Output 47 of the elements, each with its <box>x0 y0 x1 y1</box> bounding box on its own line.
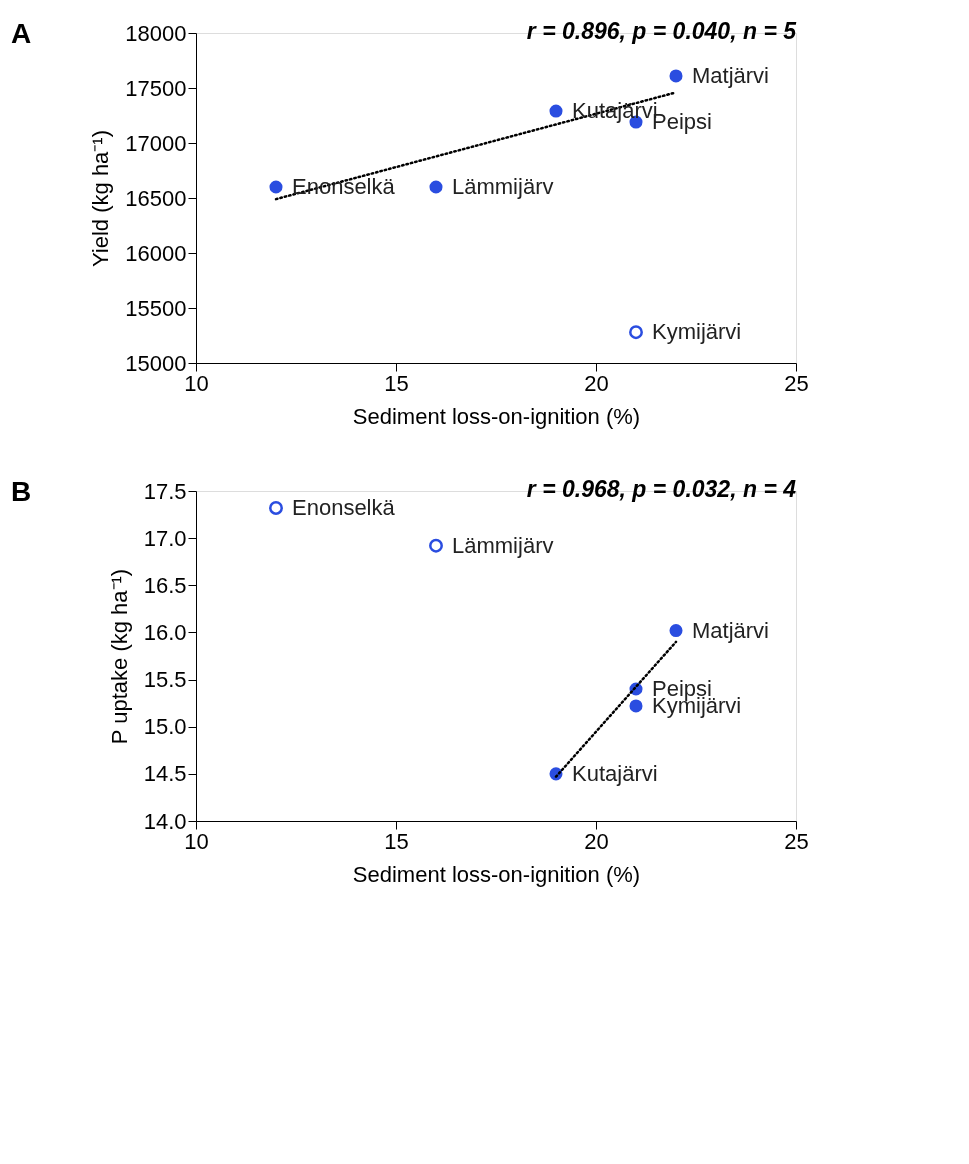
y-tick-label: 14.5 <box>143 761 187 787</box>
x-axis-title: Sediment loss-on-ignition (%) <box>352 403 641 429</box>
x-tick-label: 15 <box>384 370 409 396</box>
y-tick-label: 14.0 <box>143 808 187 834</box>
point <box>669 69 683 83</box>
x-tick-label: 10 <box>184 828 209 854</box>
y-tick-label: 17.5 <box>143 478 187 504</box>
point <box>629 325 643 340</box>
annotation: Matjärvi <box>692 617 770 643</box>
annotation: Lämmijärv <box>452 174 554 199</box>
y-tick-label: 18000 <box>125 20 187 46</box>
y-tick-label: 16.5 <box>143 572 187 598</box>
y-tick-label: 16500 <box>125 185 187 211</box>
y-tick-label: 15500 <box>125 295 187 321</box>
annotation: r = 0.896, p = 0.040, n = 5 <box>526 18 798 44</box>
x-tick-label: 25 <box>784 370 809 396</box>
y-tick-label: 15.5 <box>143 667 187 693</box>
point <box>629 699 643 713</box>
x-tick-label: 25 <box>784 828 809 854</box>
y-axis-title: P uptake (kg ha⁻¹) <box>106 568 132 745</box>
x-tick-label: 20 <box>584 828 609 854</box>
text: B <box>11 476 32 507</box>
point <box>269 180 283 194</box>
annotation: Enonselkä <box>292 494 396 520</box>
annotation: Matjärvi <box>692 62 770 88</box>
y-axis-title: Yield (kg ha⁻¹) <box>88 129 114 268</box>
x-tick-label: 15 <box>384 828 409 854</box>
y-tick-label: 17.0 <box>143 525 187 551</box>
x-axis-title: Sediment loss-on-ignition (%) <box>352 861 641 887</box>
annotation: r = 0.968, p = 0.032, n = 4 <box>526 476 797 502</box>
annotation: Lämmijärv <box>452 532 554 558</box>
point <box>669 624 683 638</box>
point <box>429 538 443 553</box>
y-tick-label: 16.0 <box>143 619 187 645</box>
text: A <box>11 18 32 49</box>
y-tick-label: 15000 <box>125 350 187 376</box>
point <box>429 180 443 194</box>
x-tick-label: 10 <box>184 370 209 396</box>
y-tick-label: 17000 <box>125 130 187 156</box>
x-tick-label: 20 <box>584 370 609 396</box>
annotation: Kutajärvi <box>572 760 658 786</box>
point <box>549 104 563 118</box>
y-tick-label: 15.0 <box>143 714 187 740</box>
y-tick-label: 16000 <box>125 240 187 266</box>
annotation: Kymijärvi <box>652 319 742 345</box>
y-tick-label: 17500 <box>125 75 187 101</box>
point <box>269 501 283 515</box>
